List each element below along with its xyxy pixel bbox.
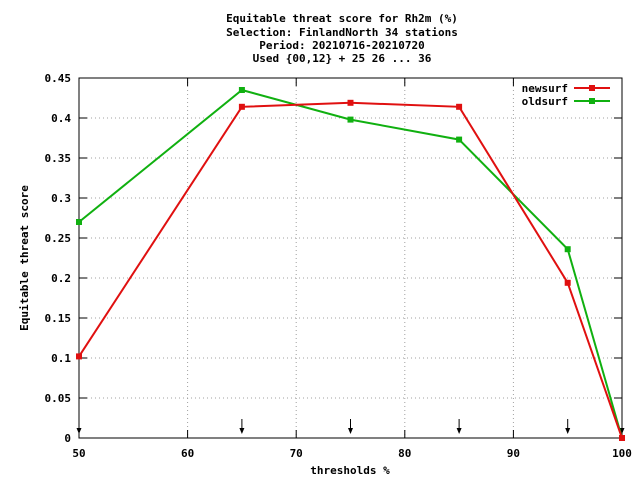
x-tick-label: 90 xyxy=(507,447,520,460)
x-tick-label: 70 xyxy=(290,447,303,460)
title-line-2: Selection: FinlandNorth 34 stations xyxy=(226,26,458,39)
y-axis-label: Equitable threat score xyxy=(18,185,31,331)
threshold-arrow-head xyxy=(565,428,571,434)
series-line-newsurf xyxy=(78,101,623,439)
threshold-arrow-head xyxy=(348,428,353,434)
x-tick-label: 60 xyxy=(181,447,194,460)
y-tick-label: 0.45 xyxy=(45,72,72,85)
data-point-oldsurf xyxy=(347,116,354,123)
threshold-arrow-head xyxy=(239,428,245,434)
grid xyxy=(79,78,622,438)
y-tick-label: 0.15 xyxy=(45,312,72,325)
chart-title: Equitable threat score for Rh2m (%) Sele… xyxy=(226,12,458,65)
data-point-newsurf xyxy=(76,353,82,360)
data-point-newsurf xyxy=(347,99,354,106)
y-tick-label: 0.3 xyxy=(51,192,71,205)
data-point-oldsurf xyxy=(238,87,245,93)
axes: 0 0.05 0.1 0.15 0.2 0.25 0.3 0.35 0.4 0.45 50 60 70 8… xyxy=(45,72,632,460)
series-line-oldsurf xyxy=(78,88,623,439)
data-point-newsurf xyxy=(619,435,625,441)
threshold-arrow-head xyxy=(76,428,82,434)
y-tick-label: 0.35 xyxy=(45,152,72,165)
x-tick-label: 100 xyxy=(612,447,632,460)
legend-label-newsurf: newsurf xyxy=(522,82,568,95)
x-axis-label: thresholds % xyxy=(310,464,390,477)
y-tick-label: 0.1 xyxy=(51,352,71,365)
y-tick-label: 0.2 xyxy=(51,272,71,285)
data-point-oldsurf xyxy=(564,246,571,253)
threshold-arrow-head xyxy=(456,428,462,434)
x-tick-label: 80 xyxy=(398,447,411,460)
data-point-newsurf xyxy=(456,103,463,110)
plot-frame xyxy=(78,77,623,439)
y-tick-label: 0 xyxy=(64,432,71,445)
data-point-oldsurf xyxy=(76,219,82,225)
data-point-newsurf xyxy=(238,103,245,110)
x-tick-label: 50 xyxy=(72,447,85,460)
y-tick-label: 0.05 xyxy=(45,392,72,405)
data-point-oldsurf xyxy=(456,136,463,143)
data-point-newsurf xyxy=(564,279,571,286)
title-line-3: Period: 20210716-20210720 xyxy=(259,39,425,52)
title-line-1: Equitable threat score for Rh2m (%) xyxy=(226,12,458,25)
legend-label-oldsurf: oldsurf xyxy=(522,95,568,108)
threshold-arrow-head xyxy=(619,428,625,434)
y-tick-label: 0.25 xyxy=(45,232,72,245)
series-layer xyxy=(76,87,625,441)
legend-marker-newsurf xyxy=(589,85,595,91)
threshold-markers xyxy=(76,419,625,434)
legend-marker-oldsurf xyxy=(589,98,595,104)
y-tick-label: 0.4 xyxy=(51,112,71,125)
title-line-4: Used {00,12} + 25 26 ... 36 xyxy=(253,52,432,65)
